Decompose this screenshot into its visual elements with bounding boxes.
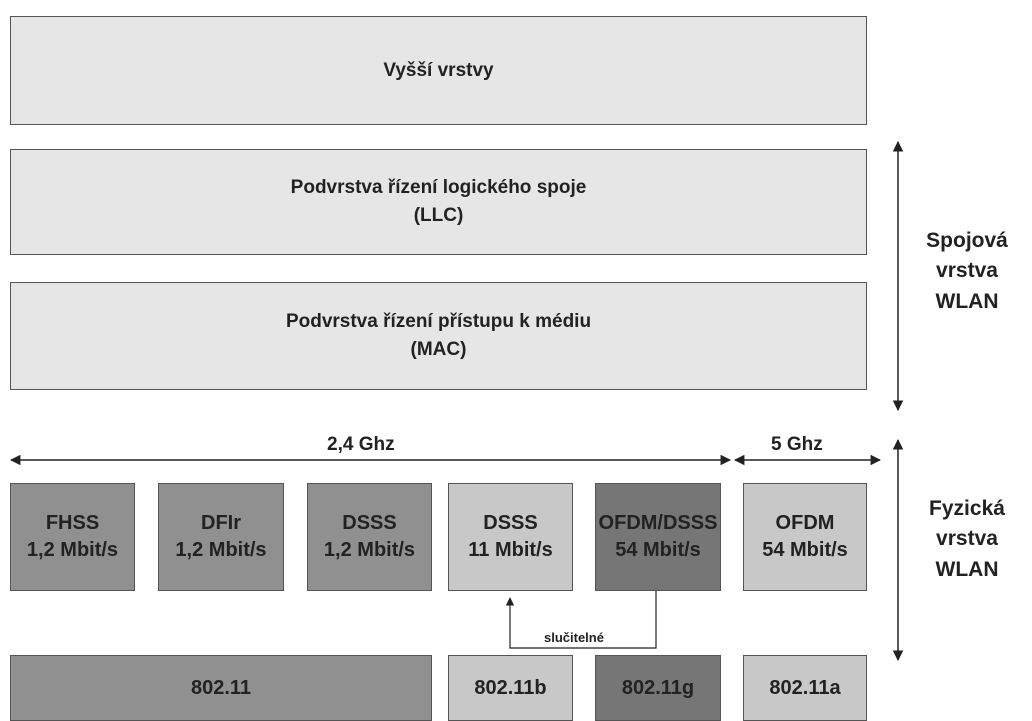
physical-label-line-1: Fyzická <box>929 497 1005 520</box>
phy-method-ofdm-dsss: OFDM/DSSS 54 Mbit/s <box>595 483 721 591</box>
standard-80211b: 802.11b <box>448 655 573 721</box>
data-link-label-line-3: WLAN <box>935 289 999 313</box>
mac-sublayer-abbr: (MAC) <box>410 339 467 360</box>
upper-layers-label: Vyšší vrstvy <box>383 59 494 81</box>
phy-method-rate: 1,2 Mbit/s <box>175 539 267 561</box>
data-link-label-line-1: Spojová <box>926 229 1008 252</box>
data-link-layer-label: Spojová vrstva WLAN <box>912 226 1022 317</box>
standard-80211g: 802.11g <box>595 655 721 721</box>
physical-layer-label: Fyzická vrstva WLAN <box>912 494 1022 585</box>
frequency-5-label: 5 Ghz <box>771 434 823 455</box>
llc-sublayer-abbr: (LLC) <box>413 205 464 226</box>
standard-label: 802.11b <box>474 676 547 699</box>
standard-label: 802.11g <box>621 676 695 699</box>
physical-label-line-3: WLAN <box>935 557 999 581</box>
phy-method-name: OFDM <box>775 512 835 534</box>
phy-method-rate: 11 Mbit/s <box>468 539 553 561</box>
phy-method-dsss-11: DSSS 11 Mbit/s <box>448 483 573 591</box>
phy-method-name: DSSS <box>342 512 397 534</box>
phy-method-name: DFIr <box>201 512 241 534</box>
standard-label: 802.11a <box>769 676 841 699</box>
phy-method-name: DSSS <box>483 512 538 534</box>
phy-method-dfir: DFIr 1,2 Mbit/s <box>158 483 284 591</box>
llc-sublayer-box: Podvrstva řízení logického spoje (LLC) <box>10 149 867 255</box>
standard-80211: 802.11 <box>10 655 432 721</box>
phy-method-rate: 1,2 Mbit/s <box>323 539 416 561</box>
standard-80211a: 802.11a <box>743 655 867 721</box>
phy-method-dsss-12: DSSS 1,2 Mbit/s <box>307 483 432 591</box>
upper-layers-box: Vyšší vrstvy <box>10 16 867 125</box>
data-link-label-line-2: vrstva <box>936 259 998 283</box>
phy-method-name: FHSS <box>45 512 100 534</box>
standard-label: 802.11 <box>190 676 252 699</box>
frequency-24-label: 2,4 Ghz <box>327 434 395 455</box>
physical-label-line-2: vrstva <box>936 527 998 551</box>
compatibility-note: slučitelné <box>544 630 604 645</box>
phy-method-rate: 54 Mbit/s <box>762 539 848 561</box>
phy-method-fhss: FHSS 1,2 Mbit/s <box>10 483 135 591</box>
compatibility-connector <box>505 591 657 649</box>
phy-method-name: OFDM/DSSS <box>598 512 718 534</box>
mac-sublayer-box: Podvrstva řízení přístupu k médiu (MAC) <box>10 282 867 390</box>
llc-sublayer-title: Podvrstva řízení logického spoje <box>290 177 587 199</box>
phy-method-rate: 1,2 Mbit/s <box>26 539 119 561</box>
phy-method-rate: 54 Mbit/s <box>615 539 701 561</box>
mac-sublayer-title: Podvrstva řízení přístupu k médiu <box>285 311 592 333</box>
phy-method-ofdm: OFDM 54 Mbit/s <box>743 483 867 591</box>
